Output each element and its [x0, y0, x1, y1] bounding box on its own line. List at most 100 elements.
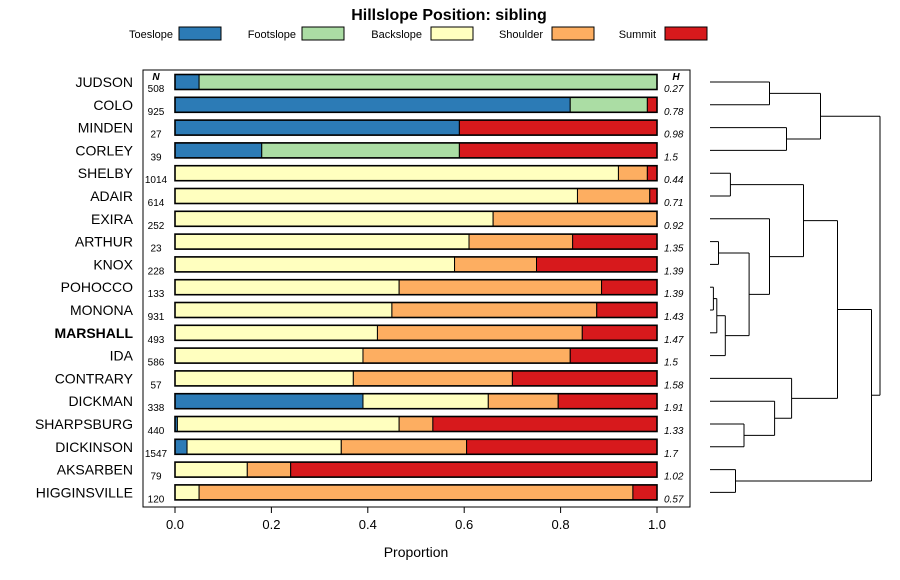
legend-swatch-toeslope	[178, 26, 222, 41]
x-tick-label-4: 0.8	[552, 517, 570, 532]
bar-segment-pohocco-backslope	[174, 279, 400, 296]
bar-segment-dickman-shoulder	[487, 393, 559, 410]
bar-segment-adair-shoulder	[576, 188, 651, 204]
bar-segment-knox-backslope	[174, 256, 456, 273]
bar-segment-aksarben-shoulder	[246, 461, 292, 478]
n-value-adair: 614	[148, 198, 165, 209]
bar-row-knox	[174, 256, 658, 273]
bar-segment-ida-backslope	[174, 347, 364, 364]
bar-segment-aksarben-backslope	[174, 461, 248, 478]
bar-segment-adair-backslope	[174, 188, 578, 204]
h-value-corley: 1.5	[664, 152, 678, 163]
bar-frame-higginsville	[174, 484, 658, 501]
bar-segment-knox-summit	[536, 256, 658, 273]
h-value-dickinson: 1.7	[664, 449, 678, 460]
row-label-monona: MONONA	[70, 302, 134, 318]
legend-label-shoulder: Shoulder	[499, 29, 543, 41]
n-value-exira: 252	[148, 221, 165, 232]
bar-segment-dickman-backslope	[362, 393, 489, 410]
x-tick-label-5: 1.0	[648, 517, 666, 532]
bar-segment-dickinson-shoulder	[340, 438, 468, 455]
bar-segment-higginsville-backslope	[174, 484, 200, 501]
bar-frame-colo	[174, 96, 658, 114]
legend-label-backslope: Backslope	[371, 29, 422, 41]
chart-title: Hillslope Position: sibling	[351, 7, 547, 24]
n-value-contrary: 57	[150, 380, 162, 391]
bar-segment-colo-toeslope	[174, 96, 571, 113]
bar-segment-marshall-backslope	[174, 324, 378, 341]
n-value-aksarben: 79	[150, 472, 162, 483]
h-value-judson: 0.27	[664, 84, 684, 95]
row-label-corley: CORLEY	[75, 142, 133, 158]
bar-row-higginsville	[174, 484, 658, 501]
h-value-sharpsburg: 1.33	[664, 426, 684, 437]
row-label-colo: COLO	[93, 97, 133, 113]
bar-row-marshall	[174, 324, 658, 342]
bar-segment-ida-shoulder	[362, 347, 571, 364]
n-value-marshall: 493	[148, 335, 165, 346]
bar-segment-marshall-shoulder	[376, 324, 583, 341]
bar-segment-monona-summit	[596, 302, 658, 318]
n-value-pohocco: 133	[148, 289, 165, 300]
row-label-contrary: CONTRARY	[55, 370, 134, 386]
row-label-shelby: SHELBY	[78, 165, 134, 181]
row-label-exira: EXIRA	[91, 211, 134, 227]
legend-swatch-summit	[664, 26, 708, 41]
legend-swatch-backslope	[430, 26, 474, 41]
bar-row-shelby	[174, 164, 658, 182]
bar-segment-contrary-backslope	[174, 370, 354, 387]
bar-frame-pohocco	[174, 278, 658, 296]
h-labels: 0.27 0.78 0.98 1.5 0.44 0.71 0.92 1.35 1.39 1.39 1…	[664, 84, 684, 505]
bar-frame-dickinson	[174, 438, 658, 456]
bar-segment-aksarben-summit	[290, 461, 658, 478]
bar-segment-judson-toeslope	[174, 74, 200, 90]
bar-row-corley	[174, 142, 658, 159]
legend: Toeslope Footslope Backslope Shoulder Summit	[129, 26, 708, 41]
row-label-adair: ADAIR	[90, 188, 133, 204]
bar-segment-arthur-summit	[572, 233, 658, 250]
bar-segment-corley-toeslope	[174, 142, 263, 159]
bar-frame-arthur	[174, 233, 658, 250]
x-axis: 0.0 0.2 0.4 0.6 0.8 1.0	[166, 507, 666, 532]
bar-segment-corley-footslope	[261, 142, 460, 159]
bar-frame-monona	[174, 301, 658, 319]
bar-segment-monona-backslope	[174, 302, 393, 318]
h-value-arthur: 1.35	[664, 244, 684, 255]
bar-segment-dickinson-summit	[466, 438, 658, 455]
bar-frame-corley	[174, 142, 658, 159]
bar-row-monona	[174, 301, 658, 319]
n-labels: 508 925 27 39 1014 614 252 23 228 133 931 493 586 57 3…	[145, 84, 168, 505]
bar-segment-higginsville-shoulder	[198, 484, 634, 501]
bar-frame-adair	[174, 187, 658, 205]
n-value-judson: 508	[148, 84, 165, 95]
bar-segment-sharpsburg-shoulder	[398, 416, 434, 432]
row-label-minden: MINDEN	[78, 120, 133, 136]
bar-segment-corley-summit	[458, 142, 658, 159]
bar-frame-minden	[174, 119, 658, 136]
bar-row-dickman	[174, 392, 658, 410]
bar-segment-dickinson-backslope	[186, 438, 342, 455]
bar-frame-aksarben	[174, 461, 658, 478]
bar-frame-contrary	[174, 370, 658, 387]
bar-segment-colo-footslope	[569, 96, 648, 113]
bar-frame-exira	[174, 210, 658, 228]
bar-segment-dickinson-toeslope	[174, 438, 188, 455]
n-value-monona: 931	[148, 312, 165, 323]
row-label-dickinson: DICKINSON	[55, 439, 133, 455]
n-value-arthur: 23	[150, 244, 162, 255]
bar-segment-knox-shoulder	[454, 256, 537, 273]
bar-frame-marshall	[174, 324, 658, 342]
x-tick-label-3: 0.6	[455, 517, 473, 532]
bar-segment-contrary-shoulder	[352, 370, 513, 387]
bar-segment-minden-toeslope	[174, 119, 460, 136]
bar-segment-colo-summit	[646, 96, 658, 113]
row-label-aksarben: AKSARBEN	[57, 462, 133, 478]
row-label-arthur: ARTHUR	[75, 234, 133, 250]
x-tick-label-1: 0.2	[262, 517, 280, 532]
bar-frame-sharpsburg	[174, 415, 658, 433]
bar-segment-arthur-backslope	[174, 233, 470, 250]
legend-label-summit: Summit	[619, 29, 656, 41]
plot-border	[142, 69, 691, 508]
